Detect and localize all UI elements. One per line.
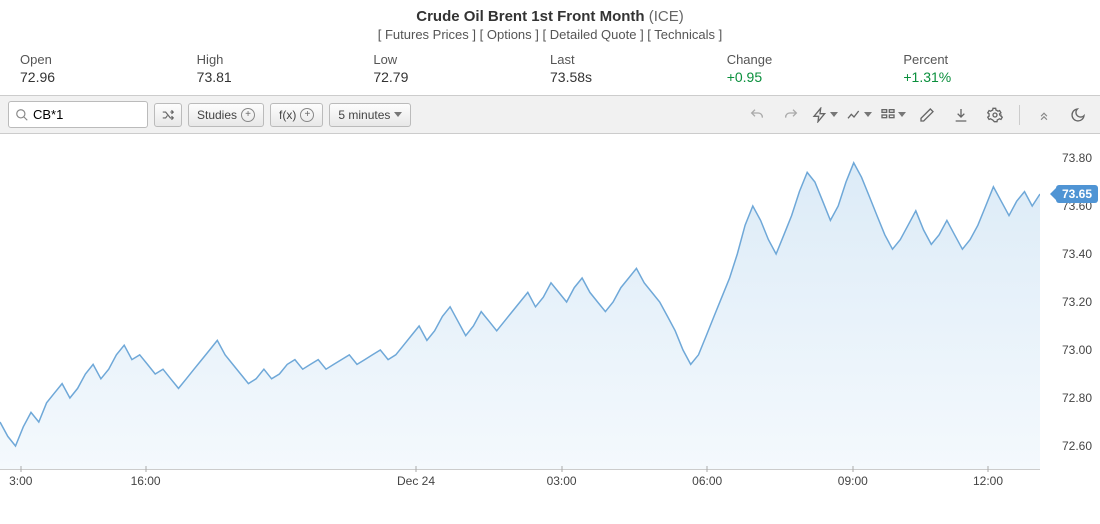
quote-label: High xyxy=(197,52,374,67)
search-icon xyxy=(15,108,29,122)
plus-icon: + xyxy=(241,108,255,122)
undo-button[interactable] xyxy=(743,102,771,128)
quote-cell: Percent +1.31% xyxy=(903,52,1080,85)
instrument-title: Crude Oil Brent 1st Front Month xyxy=(416,8,644,25)
nav-link[interactable]: Options xyxy=(487,27,532,42)
theme-button[interactable] xyxy=(1064,102,1092,128)
chart-area[interactable]: 72.6072.8073.0073.2073.4073.6073.8073.65… xyxy=(0,134,1100,490)
chart-toolbar: Studies + f(x) + 5 minutes xyxy=(0,95,1100,134)
symbol-input[interactable] xyxy=(29,104,141,125)
settings-button[interactable] xyxy=(981,102,1009,128)
y-axis: 72.6072.8073.0073.2073.4073.6073.8073.65 xyxy=(1040,134,1100,490)
collapse-button[interactable] xyxy=(1030,102,1058,128)
shuffle-icon xyxy=(161,108,175,122)
header-nav: [ Futures Prices ] [ Options ] [ Detaile… xyxy=(0,27,1100,42)
fx-label: f(x) xyxy=(279,108,296,122)
exchange-label: (ICE) xyxy=(649,8,684,25)
x-tick: 16:00 xyxy=(131,474,161,488)
y-tick: 73.40 xyxy=(1062,247,1092,261)
quote-cell: Low 72.79 xyxy=(373,52,550,85)
last-price-tag: 73.65 xyxy=(1056,185,1098,203)
quote-header: Crude Oil Brent 1st Front Month (ICE) [ … xyxy=(0,0,1100,46)
nav-link[interactable]: Futures Prices xyxy=(385,27,469,42)
quote-value: 73.81 xyxy=(197,69,374,85)
quote-value: 72.79 xyxy=(373,69,550,85)
fx-button[interactable]: f(x) + xyxy=(270,103,323,127)
quote-cell: Change +0.95 xyxy=(727,52,904,85)
draw-button[interactable] xyxy=(913,102,941,128)
chevron-down-icon xyxy=(394,112,402,117)
quote-cell: High 73.81 xyxy=(197,52,374,85)
quote-value: 72.96 xyxy=(20,69,197,85)
plus-icon: + xyxy=(300,108,314,122)
x-axis: 3:00 16:00 Dec 24 03:00 06:00 09:00 12:00 xyxy=(0,470,1040,490)
download-button[interactable] xyxy=(947,102,975,128)
chart-type-button[interactable] xyxy=(845,102,873,128)
quote-label: Open xyxy=(20,52,197,67)
y-tick: 72.60 xyxy=(1062,439,1092,453)
compare-button[interactable] xyxy=(154,103,182,127)
redo-button[interactable] xyxy=(777,102,805,128)
nav-link[interactable]: Technicals xyxy=(654,27,715,42)
nav-link[interactable]: Detailed Quote xyxy=(550,27,637,42)
x-tick: 03:00 xyxy=(547,474,577,488)
studies-label: Studies xyxy=(197,108,237,122)
quote-value: +1.31% xyxy=(903,69,1080,85)
quote-cell: Open 72.96 xyxy=(20,52,197,85)
y-tick: 72.80 xyxy=(1062,391,1092,405)
symbol-search[interactable] xyxy=(8,101,148,128)
quote-row: Open 72.96 High 73.81 Low 72.79 Last 73.… xyxy=(0,46,1100,95)
x-tick: 12:00 xyxy=(973,474,1003,488)
studies-button[interactable]: Studies + xyxy=(188,103,264,127)
quote-value: +0.95 xyxy=(727,69,904,85)
quote-label: Last xyxy=(550,52,727,67)
interval-button[interactable]: 5 minutes xyxy=(329,103,411,127)
x-tick: 3:00 xyxy=(9,474,32,488)
events-button[interactable] xyxy=(811,102,839,128)
y-tick: 73.00 xyxy=(1062,343,1092,357)
y-tick: 73.20 xyxy=(1062,295,1092,309)
x-tick: Dec 24 xyxy=(397,474,435,488)
quote-label: Percent xyxy=(903,52,1080,67)
y-tick: 73.80 xyxy=(1062,151,1092,165)
quote-value: 73.58s xyxy=(550,69,727,85)
x-tick: 09:00 xyxy=(838,474,868,488)
quote-label: Low xyxy=(373,52,550,67)
price-chart xyxy=(0,134,1040,470)
display-button[interactable] xyxy=(879,102,907,128)
interval-label: 5 minutes xyxy=(338,108,390,122)
quote-cell: Last 73.58s xyxy=(550,52,727,85)
x-tick: 06:00 xyxy=(692,474,722,488)
quote-label: Change xyxy=(727,52,904,67)
